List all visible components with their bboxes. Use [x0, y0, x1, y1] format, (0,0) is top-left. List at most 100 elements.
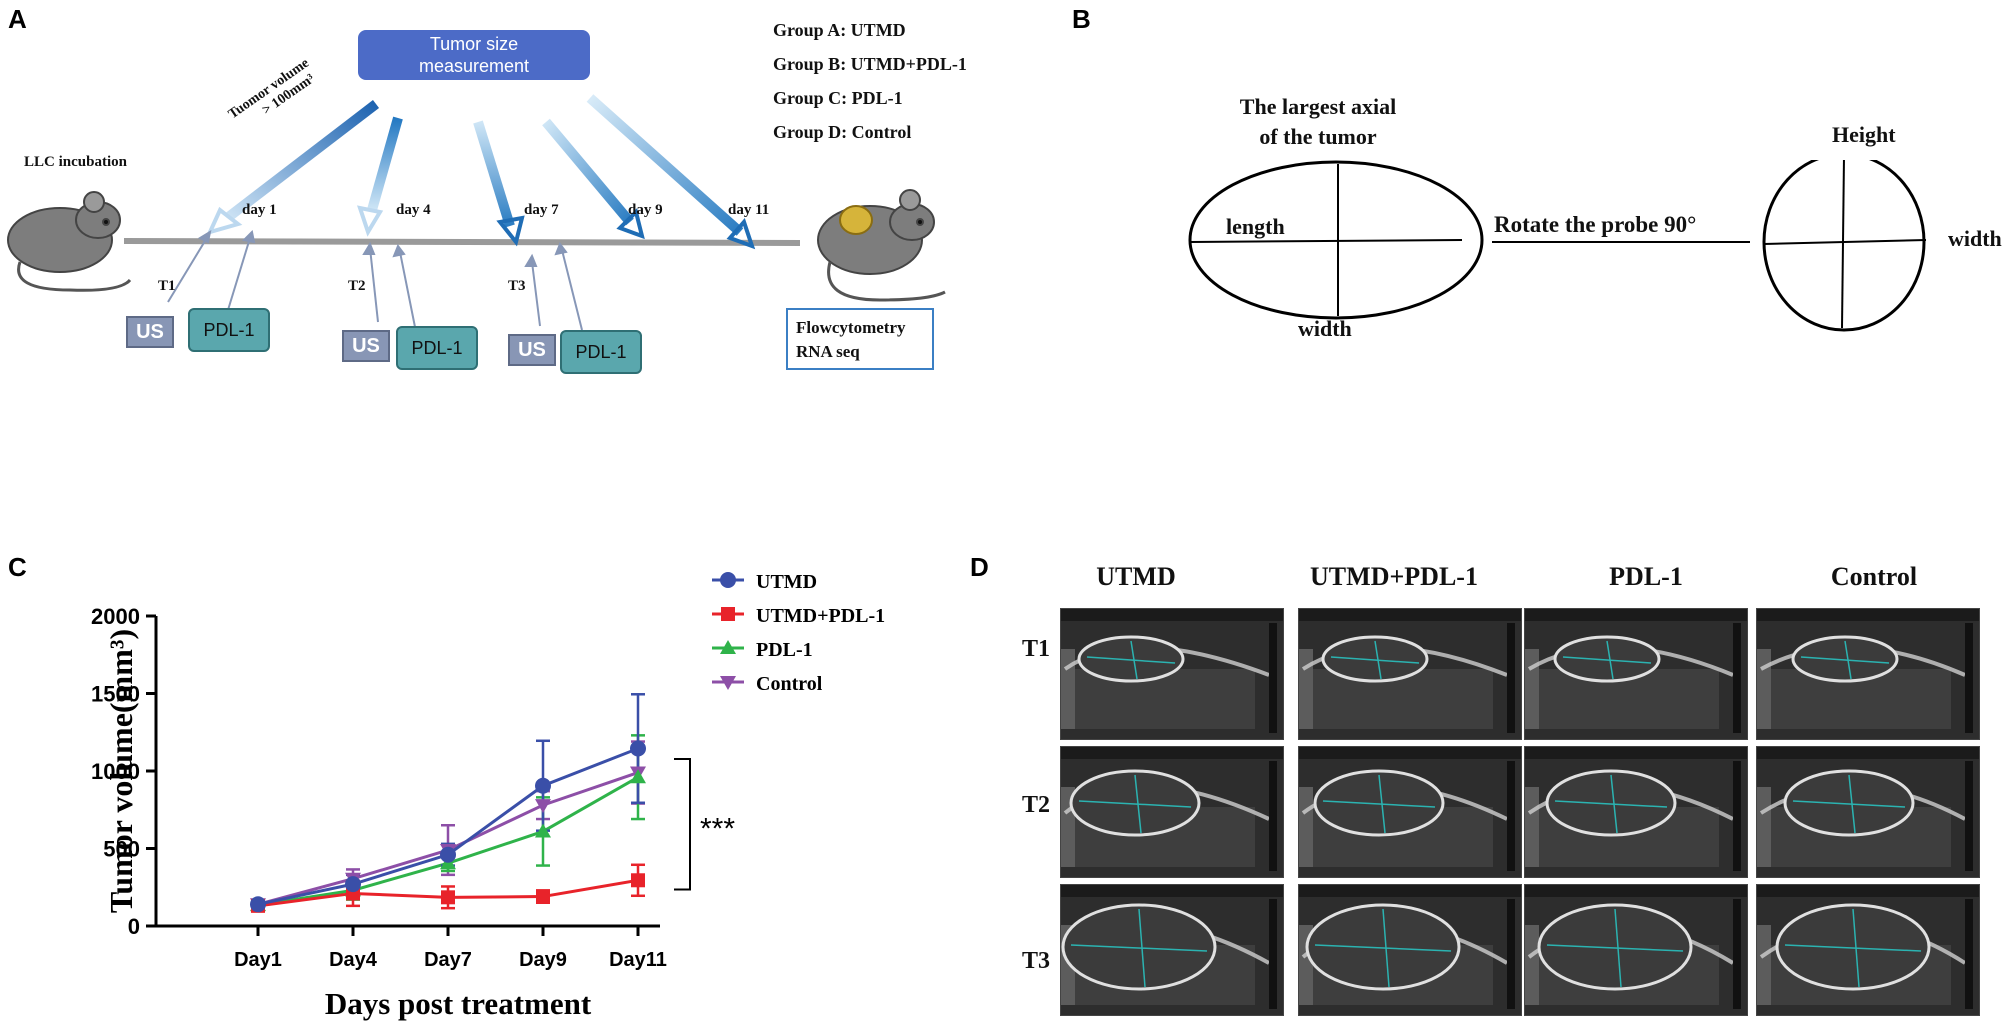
timeline: [123, 238, 801, 246]
pdl-box: PDL-1: [560, 330, 642, 374]
column-header: UTMD+PDL-1: [1310, 562, 1478, 591]
panel-label-d: D: [970, 552, 989, 582]
ultrasound-scan-graphic: [1757, 885, 1979, 1015]
arrow-day4: [367, 116, 403, 212]
day-label: day 7: [524, 202, 559, 218]
arrow-day1-head: [206, 206, 243, 236]
panel-a-graphics: [7, 94, 946, 333]
data-point-utmd: [345, 876, 361, 893]
flow-line1: Flowcytometry: [796, 318, 906, 337]
rotated-horizontal-axis: [1763, 239, 1927, 245]
ultrasound-image: [1298, 746, 1522, 878]
axial-long-axis: [1189, 239, 1463, 243]
data-point-utmd-pdl-1: [536, 889, 550, 904]
ultrasound-scan-graphic: [1061, 747, 1283, 877]
y-tick-label: 1000: [91, 759, 140, 784]
height-label: Height: [1832, 122, 1896, 147]
ultrasound-scan-graphic: [1757, 747, 1979, 877]
x-tick-label: Day11: [609, 949, 667, 971]
group-label: Group C: PDL-1: [773, 88, 903, 108]
y-tick-label: 500: [103, 837, 140, 862]
legend-label-utmd: UTMD: [756, 571, 817, 593]
arrow-day7: [473, 120, 515, 228]
legend-marker-utmd-pdl-1: [721, 607, 735, 621]
tumor-axial-ellipse: [1188, 160, 1484, 320]
legend-marker-control: [720, 676, 736, 690]
day-label: day 1: [242, 202, 277, 218]
y-tick-label: 0: [128, 914, 140, 939]
significance-label: ***: [700, 812, 735, 845]
group-label: Group A: UTMD: [773, 20, 906, 40]
ultrasound-image: [1524, 884, 1748, 1016]
timepoint-label: T1: [158, 278, 176, 294]
arrow-day9-head: [616, 208, 645, 240]
data-point-pdl-1: [535, 823, 551, 838]
mouse-left-icon: [7, 191, 132, 292]
tumor-size-label: Tumor size measurement: [418, 34, 530, 76]
row-label: T3: [1022, 948, 1051, 974]
ultrasound-image: [1060, 884, 1284, 1016]
ultrasound-image: [1756, 884, 1980, 1016]
ultrasound-scan-graphic: [1061, 609, 1283, 739]
b-title-line1: The largest axial: [1239, 94, 1397, 119]
legend-marker-utmd: [720, 572, 736, 588]
data-point-utmd-pdl-1: [631, 873, 645, 888]
arrow-day1: [218, 100, 380, 226]
ultrasound-scan-graphic: [1299, 885, 1521, 1015]
pdl-arrow-t3: [561, 249, 583, 331]
pdl-arrow-t1: [227, 237, 251, 311]
panel-b-graphics: [1188, 160, 1927, 332]
width-right-label: width: [1948, 226, 2002, 251]
tumor-size-box: Tumor size measurement: [358, 30, 590, 80]
us-arrow-t2: [369, 247, 379, 323]
ultrasound-scan-graphic: [1061, 885, 1283, 1015]
rotate-label: Rotate the probe 90°: [1494, 212, 1697, 237]
day-label: day 4: [396, 202, 431, 218]
arrow-day9: [542, 118, 634, 226]
arrow-day7-head: [496, 215, 525, 247]
panel-label-a: A: [8, 4, 27, 34]
legend-marker-pdl-1: [720, 640, 736, 654]
us-box: US: [508, 334, 556, 366]
us-box: US: [126, 316, 174, 348]
arrow-day11: [586, 94, 744, 236]
ultrasound-image: [1756, 608, 1980, 740]
x-axis-label: Days post treatment: [325, 986, 592, 1021]
arrow-day4-head: [357, 205, 384, 237]
data-point-utmd: [535, 777, 551, 794]
ultrasound-scan-graphic: [1299, 609, 1521, 739]
pdl-box: PDL-1: [188, 308, 270, 352]
significance-bracket: [674, 758, 691, 891]
data-point-utmd: [440, 846, 456, 863]
flow-line2: RNA seq: [796, 342, 860, 361]
ultrasound-scan-graphic: [1525, 747, 1747, 877]
legend-label-control: Control: [756, 673, 823, 695]
arrow-day11-head: [726, 218, 756, 250]
x-tick-label: Day1: [234, 949, 282, 971]
ultrasound-image: [1298, 608, 1522, 740]
llc-label: LLC incubation: [24, 154, 127, 170]
data-point-utmd-pdl-1: [441, 890, 455, 905]
ultrasound-image: [1524, 608, 1748, 740]
panel-label-b: B: [1072, 4, 1091, 34]
data-point-pdl-1: [630, 769, 646, 784]
mouse-right-icon: [817, 189, 946, 302]
ultrasound-image: [1756, 746, 1980, 878]
x-tick-label: Day7: [424, 949, 472, 971]
panel-label-c: C: [8, 552, 27, 582]
ultrasound-image: [1524, 746, 1748, 878]
data-point-utmd: [630, 740, 646, 757]
day-label: day 9: [628, 202, 663, 218]
ultrasound-scan-graphic: [1299, 747, 1521, 877]
pdl-box: PDL-1: [396, 326, 478, 370]
y-tick-label: 2000: [91, 604, 140, 629]
legend-label-pdl-1: PDL-1: [756, 639, 813, 661]
us-arrow-t1: [167, 235, 209, 303]
tumor-rotated-ellipse: [1762, 160, 1926, 332]
pdl-arrow-t2: [399, 251, 417, 333]
flowcytometry-box: Flowcytometry RNA seq: [786, 308, 934, 370]
ultrasound-scan-graphic: [1525, 609, 1747, 739]
x-tick-label: Day4: [329, 949, 378, 971]
us-box: US: [342, 330, 390, 362]
column-header: UTMD: [1096, 562, 1176, 591]
